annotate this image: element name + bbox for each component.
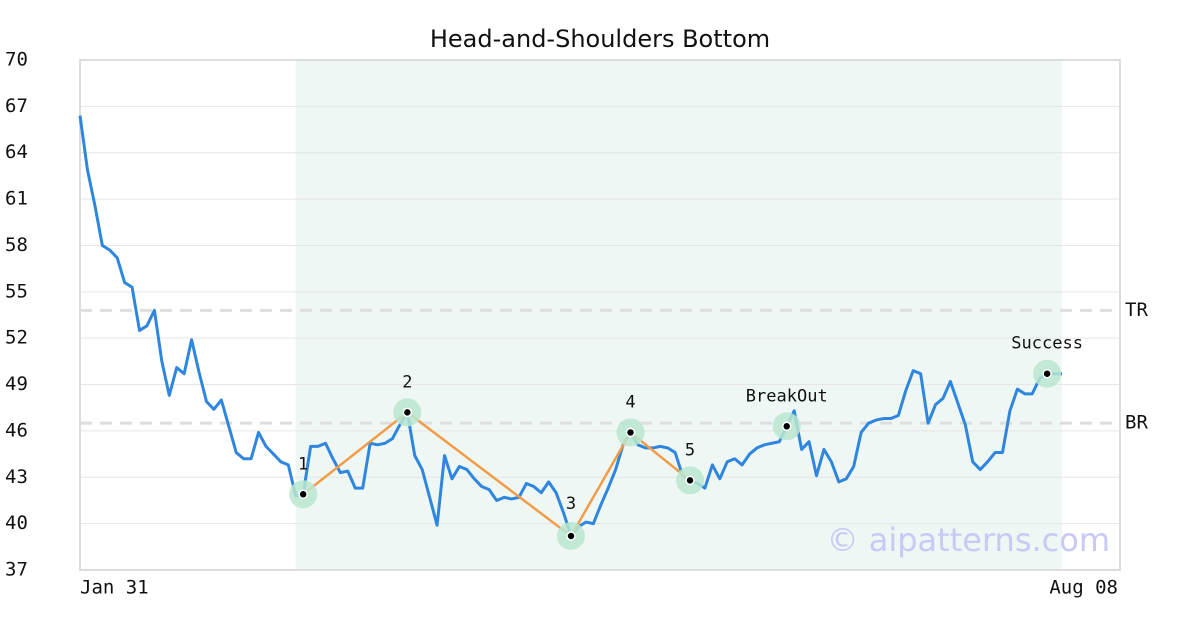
y-tick-label: 61 (5, 188, 28, 210)
reference-label: BR (1125, 412, 1148, 434)
point-dot (625, 427, 636, 438)
y-tick-label: 52 (5, 327, 28, 349)
y-tick-label: 40 (5, 512, 28, 534)
point-dot (566, 531, 576, 541)
point-dot (781, 421, 792, 432)
annotation-label: Success (1011, 334, 1083, 354)
point-dot (685, 475, 695, 486)
plot-frame (79, 59, 1121, 571)
pattern-zone (295, 60, 1062, 570)
pattern-label: 1 (298, 454, 308, 474)
y-tick-label: 37 (5, 559, 28, 581)
y-tick-label: 43 (5, 466, 28, 488)
point-dot (1042, 368, 1052, 379)
reference-label: TR (1125, 299, 1148, 321)
pattern-label: 5 (685, 440, 695, 460)
point-dot (298, 489, 308, 500)
annotation-label: BreakOut (746, 386, 828, 406)
pattern-label: 4 (625, 392, 635, 412)
x-tick-label: Aug 08 (1049, 577, 1118, 599)
y-tick-label: 58 (5, 234, 28, 256)
y-tick-label: 49 (5, 373, 28, 395)
y-tick-label: 46 (5, 419, 28, 441)
chart-title: Head-and-Shoulders Bottom (430, 25, 770, 53)
y-tick-label: 55 (5, 280, 28, 302)
point-dot (402, 407, 413, 418)
pattern-label: 3 (566, 494, 576, 514)
x-tick-label: Jan 31 (80, 577, 149, 599)
y-tick-label: 70 (5, 49, 28, 71)
y-tick-label: 64 (5, 141, 28, 163)
watermark: © aipatterns.com (827, 521, 1110, 559)
pattern-label: 2 (402, 372, 412, 392)
y-tick-label: 67 (5, 95, 28, 117)
